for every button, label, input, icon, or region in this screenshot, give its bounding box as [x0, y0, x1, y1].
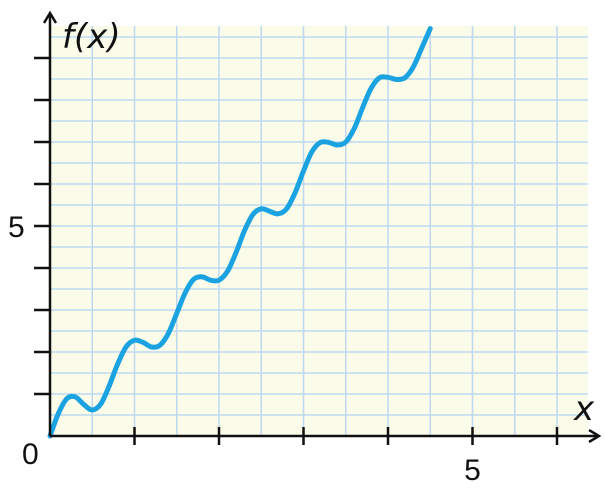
function-curve [47, 26, 433, 439]
x-axis-label: x [573, 389, 595, 429]
grid [50, 26, 588, 436]
plot-background [50, 26, 588, 436]
x-tick-label: 5 [464, 454, 481, 487]
tick-labels: 55 [8, 211, 481, 487]
y-tick-label: 5 [8, 211, 25, 244]
origin-label: 0 [22, 438, 39, 471]
y-axis-label: f(x) [62, 17, 121, 57]
